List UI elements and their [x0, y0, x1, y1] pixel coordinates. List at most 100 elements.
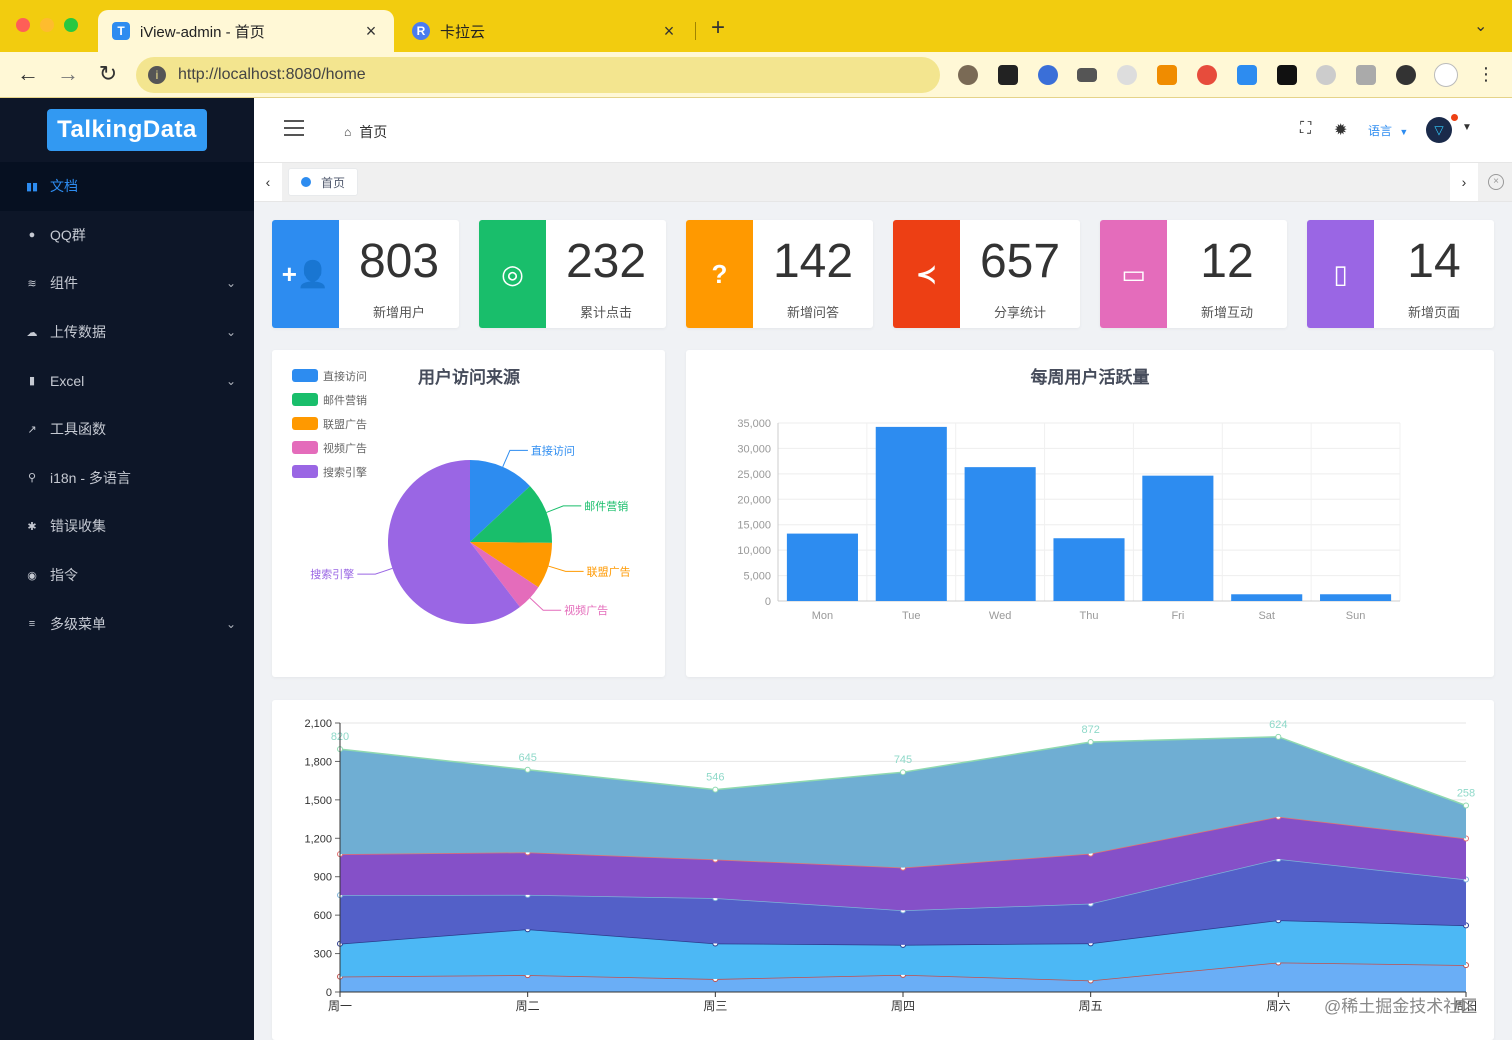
close-tags-icon[interactable]: ×	[1488, 174, 1504, 190]
sidebar-item-6[interactable]: ⚲ i18n - 多语言	[0, 454, 254, 503]
bar-ytick-label: 30,000	[737, 443, 771, 455]
chevron-down-icon: ⌄	[225, 373, 236, 388]
tag-home[interactable]: 首页	[288, 168, 359, 196]
forward-arrow-icon[interactable]: →	[57, 61, 79, 86]
profile-avatar-icon[interactable]	[1434, 63, 1458, 87]
sidebar-item-4[interactable]: ▮ Excel ⌄	[0, 356, 254, 405]
browser-menu-icon[interactable]: ⋮	[1477, 64, 1495, 84]
pie-slice[interactable]	[387, 460, 520, 624]
pie-legend-swatch[interactable]	[292, 465, 318, 478]
area-ytick-label: 900	[314, 872, 332, 884]
area-point[interactable]	[524, 766, 531, 773]
area-point[interactable]	[900, 769, 906, 776]
fullscreen-icon[interactable]: ⛶	[1300, 120, 1312, 137]
extension-blue-icon[interactable]	[1237, 65, 1257, 85]
browser-tab-iview-admin[interactable]: T iView-admin - 首页 ×	[98, 10, 394, 52]
sidebar-item-8[interactable]: ◉ 指令	[0, 551, 254, 600]
pie-slice[interactable]	[470, 542, 539, 608]
breadcrumb-item-home[interactable]: 首页	[359, 124, 388, 140]
pie-legend-swatch[interactable]	[292, 417, 318, 430]
pie-label-line	[529, 597, 562, 611]
stat-count: 14	[1407, 235, 1461, 288]
collapse-menu-icon[interactable]	[284, 120, 304, 136]
area-point[interactable]	[1275, 733, 1282, 740]
tags-scroll-right-icon[interactable]: ›	[1450, 163, 1478, 201]
sidebar-item-2[interactable]: ≋ 组件 ⌄	[0, 259, 254, 308]
add-user-icon: +👤	[281, 258, 330, 289]
sidebar-item-0[interactable]: ▮▮ 文档	[0, 162, 254, 211]
extension-leaf-icon[interactable]	[1117, 65, 1137, 85]
bar[interactable]	[1320, 594, 1392, 601]
bar[interactable]	[875, 426, 947, 601]
pie-legend-label[interactable]: 联盟广告	[323, 418, 367, 431]
site-info-icon[interactable]: i	[148, 66, 166, 84]
area-point[interactable]	[1087, 738, 1094, 745]
extension-cast-icon[interactable]	[1356, 65, 1376, 85]
bar[interactable]	[1142, 475, 1214, 601]
tab-close-icon[interactable]: ×	[365, 20, 377, 41]
qq-icon: ●	[28, 228, 36, 241]
pie-legend-label[interactable]: 直接访问	[323, 369, 367, 383]
pie-legend-swatch[interactable]	[292, 369, 318, 382]
bar[interactable]	[1231, 594, 1303, 601]
new-tab-button[interactable]: +	[710, 14, 725, 41]
question-icon: ?	[711, 258, 728, 289]
sidebar-item-5[interactable]: ↗ 工具函数	[0, 405, 254, 454]
extension-dark-icon[interactable]	[1277, 65, 1297, 85]
bar-title: 每周用户活跃量	[1031, 367, 1150, 387]
pie-slice[interactable]	[470, 542, 552, 588]
bar-xtick-label: Mon	[812, 610, 833, 622]
area-series-fill[interactable]	[340, 816, 1466, 911]
extension-notion-icon[interactable]	[998, 65, 1018, 85]
bar[interactable]	[786, 533, 858, 601]
area-point[interactable]	[1463, 802, 1469, 809]
area-series-fill[interactable]	[340, 859, 1466, 945]
area-ytick-label: 300	[314, 949, 332, 961]
tab-search-chevron-icon[interactable]: ⌄	[1474, 18, 1488, 35]
browser-tab-kalayun[interactable]: R 卡拉云 ×	[398, 10, 692, 52]
area-series-fill[interactable]	[340, 920, 1466, 981]
window-minimize-button[interactable]	[40, 18, 54, 32]
sidebar-item-label: QQ群	[50, 226, 86, 243]
area-xtick-label: 周三	[703, 999, 727, 1013]
sidebar-item-3[interactable]: ☁ 上传数据 ⌄	[0, 308, 254, 357]
sidebar-item-9[interactable]: ≡ 多级菜单 ⌄	[0, 599, 254, 648]
area-data-label: 258	[1457, 787, 1475, 799]
language-dropdown[interactable]: 语言 ▼	[1368, 122, 1408, 139]
tags-scroll-left-icon[interactable]: ‹	[254, 163, 282, 201]
sidebar-item-7[interactable]: ✱ 错误收集	[0, 502, 254, 551]
extension-mail-icon[interactable]	[1077, 68, 1097, 82]
back-arrow-icon[interactable]: ←	[17, 61, 39, 86]
pie-legend-label[interactable]: 邮件营销	[323, 393, 367, 407]
extensions-puzzle-icon[interactable]	[1396, 65, 1416, 85]
pie-legend-swatch[interactable]	[292, 441, 318, 454]
user-menu-chevron-icon[interactable]: ▼	[1462, 122, 1472, 133]
address-bar[interactable]: i http://localhost:8080/home	[136, 57, 940, 93]
window-zoom-button[interactable]	[64, 18, 78, 32]
reload-icon[interactable]: ↻	[98, 61, 118, 86]
area-point[interactable]	[712, 786, 719, 793]
pie-slice[interactable]	[470, 460, 531, 542]
tool-icon: ↗	[27, 423, 37, 436]
pie-legend-swatch[interactable]	[292, 393, 318, 406]
pie-slice[interactable]	[470, 486, 552, 543]
extension-grid-icon[interactable]	[1157, 65, 1177, 85]
stat-label: 新增问答	[786, 305, 839, 320]
sidebar-item-1[interactable]: ● QQ群	[0, 211, 254, 260]
extension-tomato-icon[interactable]	[958, 65, 978, 85]
avatar[interactable]: ▽	[1426, 117, 1452, 143]
bar[interactable]	[964, 467, 1036, 601]
pie-legend-label[interactable]: 视频广告	[323, 441, 367, 455]
window-close-button[interactable]	[16, 18, 30, 32]
area-data-label: 546	[706, 772, 724, 784]
extension-search-icon[interactable]	[1038, 65, 1058, 85]
logo[interactable]: TalkingData	[47, 109, 207, 151]
bug-icon[interactable]: ✹	[1334, 122, 1348, 139]
pie-legend-label[interactable]: 搜索引擎	[323, 465, 367, 479]
area-series-fill[interactable]	[340, 736, 1466, 868]
logo-container: TalkingData	[0, 98, 254, 162]
bar[interactable]	[1053, 538, 1125, 601]
extension-shield-icon[interactable]	[1316, 65, 1336, 85]
tab-close-icon[interactable]: ×	[663, 20, 675, 41]
extension-translate-icon[interactable]	[1197, 65, 1217, 85]
